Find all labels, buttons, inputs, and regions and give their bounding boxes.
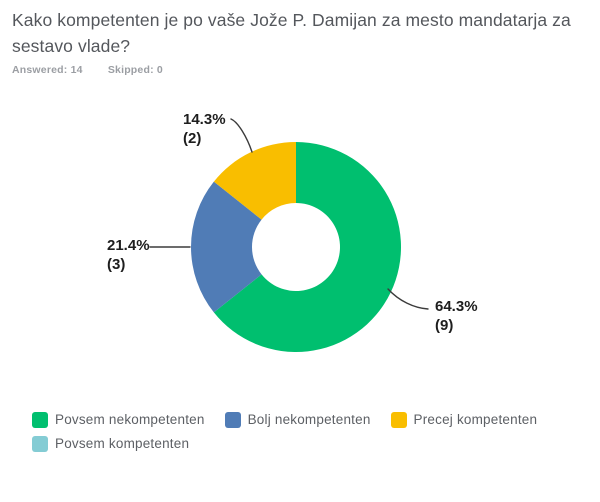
data-label-percent: 14.3% bbox=[183, 111, 226, 128]
legend-item-precej-kompetenten: Precej kompetenten bbox=[390, 412, 538, 428]
donut-slice-precej-kompetenten[interactable] bbox=[213, 142, 296, 220]
response-meta: Answered: 14 Skipped: 0 bbox=[12, 64, 185, 76]
legend-label: Precej kompetenten bbox=[413, 412, 538, 427]
chart-legend: Povsem nekompetenten Bolj nekompetenten … bbox=[32, 412, 557, 460]
legend-item-povsem-nekompetenten: Povsem nekompetenten bbox=[32, 412, 205, 428]
data-label-count: (2) bbox=[183, 130, 202, 147]
legend-swatch-yellow bbox=[390, 412, 407, 428]
data-label-count: (3) bbox=[107, 256, 126, 273]
donut-slice-bolj-nekompetenten[interactable] bbox=[191, 181, 262, 313]
legend-label: Povsem kompetenten bbox=[55, 436, 190, 451]
data-label-bolj-nekompetenten: 21.4% (3) bbox=[107, 236, 150, 274]
legend-row-2: Povsem kompetenten bbox=[32, 436, 557, 452]
data-label-percent: 64.3% bbox=[435, 298, 478, 315]
answered-count: Answered: 14 bbox=[12, 64, 83, 76]
answered-label: Answered: bbox=[12, 64, 68, 76]
data-label-povsem-nekompetenten: 64.3% (9) bbox=[435, 297, 478, 335]
legend-label: Bolj nekompetenten bbox=[247, 412, 371, 427]
donut-chart bbox=[149, 118, 429, 352]
answered-value: 14 bbox=[70, 64, 83, 76]
legend-row-1: Povsem nekompetenten Bolj nekompetenten … bbox=[32, 412, 557, 428]
data-label-percent: 21.4% bbox=[107, 237, 150, 254]
skipped-value: 0 bbox=[156, 64, 163, 76]
legend-swatch-blue bbox=[224, 412, 241, 428]
question-title: Kako kompetenten je po vaše Jože P. Dami… bbox=[12, 10, 571, 56]
callout-line-povsem-ne bbox=[387, 288, 429, 310]
donut-slice-povsem-nekompetenten[interactable] bbox=[213, 142, 402, 352]
legend-swatch-teal bbox=[32, 436, 48, 452]
legend-item-bolj-nekompetenten: Bolj nekompetenten bbox=[224, 412, 371, 428]
callout-line-precej bbox=[230, 118, 253, 153]
legend-label: Povsem nekompetenten bbox=[55, 412, 205, 427]
skipped-count: Skipped: 0 bbox=[108, 64, 163, 76]
data-label-count: (9) bbox=[435, 317, 454, 334]
donut-slices bbox=[191, 142, 402, 352]
data-label-precej-kompetenten: 14.3% (2) bbox=[183, 110, 226, 148]
legend-item-povsem-kompetenten: Povsem kompetenten bbox=[32, 436, 189, 452]
legend-swatch-green bbox=[32, 412, 48, 428]
skipped-label: Skipped: bbox=[107, 64, 154, 76]
